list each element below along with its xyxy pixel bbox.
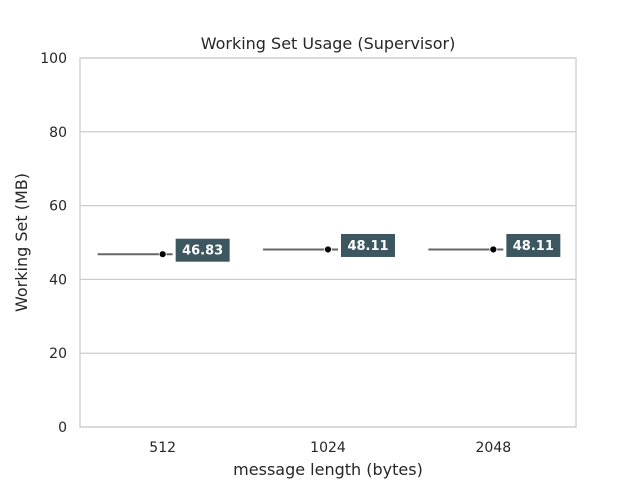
data-point [158, 250, 167, 259]
data-label-box [506, 233, 561, 257]
y-tick-label: 40 [49, 272, 67, 288]
chart-title: Working Set Usage (Supervisor) [201, 34, 456, 53]
x-tick-label: 1024 [310, 440, 346, 456]
plot-frame [79, 57, 577, 428]
y-tick-label: 0 [58, 420, 67, 436]
y-axis-label: Working Set (MB) [12, 173, 31, 312]
data-marks: 46.83 48.11 48.11 [97, 233, 561, 262]
x-tick-label: 2048 [476, 440, 512, 456]
y-tick-label: 60 [49, 199, 67, 215]
gridlines [80, 57, 576, 428]
y-tick-label: 100 [40, 51, 67, 67]
data-label: 48.11 [513, 239, 554, 254]
y-tick-label: 80 [49, 125, 67, 141]
data-label-box [175, 238, 230, 262]
tick-labels: 0 20 40 60 80 100 512 1024 2048 [40, 51, 511, 456]
x-tick-label: 512 [149, 440, 176, 456]
data-point [324, 245, 332, 254]
data-point [489, 245, 498, 254]
x-axis-label: message length (bytes) [233, 460, 423, 479]
y-tick-label: 20 [49, 346, 67, 362]
data-label: 48.11 [347, 239, 388, 254]
data-label-box [341, 233, 395, 257]
data-label: 46.83 [182, 244, 223, 259]
